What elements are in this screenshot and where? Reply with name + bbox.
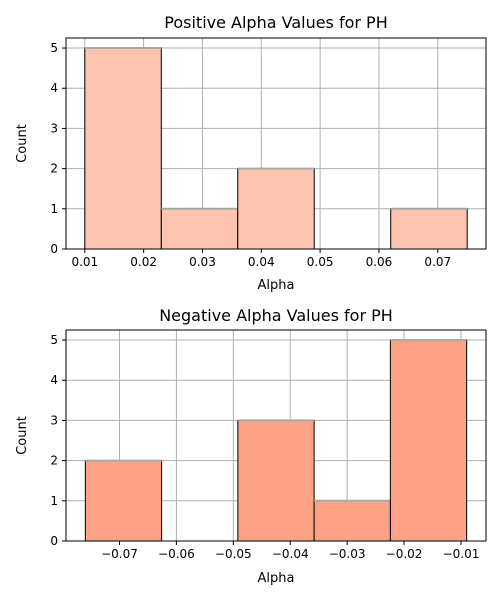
x-tick-label: 0.04	[248, 255, 275, 269]
y-tick-label: 4	[50, 373, 58, 387]
y-tick-label: 1	[50, 202, 58, 216]
x-tick-label: −0.03	[329, 547, 366, 561]
histogram-bar	[160, 208, 239, 250]
x-tick-label: 0.03	[189, 255, 216, 269]
x-tick-label: −0.07	[101, 547, 138, 561]
y-tick-label: 5	[50, 333, 58, 347]
x-tick-label: 0.07	[424, 255, 451, 269]
chart-title: Negative Alpha Values for PH	[159, 306, 393, 325]
positive-alpha-histogram: 0.01 0.02 0.03 0.04 0.05 0.06 0.07 0 1 2 3 4 5 Positi…	[15, 13, 487, 293]
x-tick-label: −0.01	[443, 547, 480, 561]
y-tick-label: 0	[50, 242, 58, 256]
y-axis-label: Count	[15, 416, 30, 455]
histogram-bar	[84, 47, 162, 250]
plot-frame	[65, 37, 487, 250]
x-tick-label: −0.05	[215, 547, 252, 561]
y-tick-label: 4	[50, 81, 58, 95]
y-tick-label: 5	[50, 41, 58, 55]
y-axis-label: Count	[15, 124, 30, 163]
histogram-bar	[237, 168, 315, 250]
chart-title: Positive Alpha Values for PH	[164, 13, 387, 32]
y-tick-label: 0	[50, 534, 58, 548]
x-tick-label: −0.04	[272, 547, 309, 561]
x-tick-label: 0.01	[71, 255, 98, 269]
x-tick-label: −0.06	[158, 547, 195, 561]
x-axis-label: Alpha	[258, 571, 295, 586]
x-tick-label: 0.02	[130, 255, 157, 269]
y-tick-label: 3	[50, 413, 58, 427]
histogram-bar	[389, 339, 468, 542]
negative-alpha-histogram: −0.07 −0.06 −0.05 −0.04 −0.03 −0.02 −0.01 0 1 2 3 4…	[15, 306, 487, 586]
histogram-bar	[237, 419, 315, 542]
y-tick-label: 1	[50, 494, 58, 508]
plot-frame	[65, 329, 487, 542]
histogram-bar	[313, 500, 391, 542]
histogram-bar	[390, 208, 468, 250]
y-tick-label: 3	[50, 121, 58, 135]
x-tick-label: 0.05	[307, 255, 334, 269]
x-tick-label: 0.06	[366, 255, 393, 269]
y-tick-label: 2	[50, 162, 58, 176]
y-tick-label: 2	[50, 454, 58, 468]
histogram-bar	[84, 460, 163, 542]
x-tick-label: −0.02	[386, 547, 423, 561]
x-axis-label: Alpha	[258, 278, 295, 293]
